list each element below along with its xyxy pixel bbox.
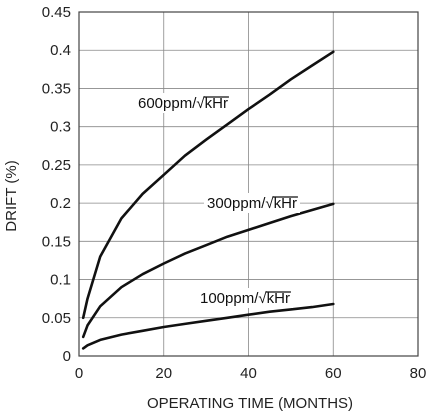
x-tick-label: 40 xyxy=(240,365,257,382)
series-label-bg xyxy=(135,93,231,113)
series-label-text: 100ppm/√kHr xyxy=(200,290,290,307)
x-tick-labels: 0 20 40 60 80 xyxy=(75,365,427,382)
series-labels: 600ppm/√kHr 300ppm/√kHr 100ppm/√kHr xyxy=(135,93,300,308)
series-label-text: 300ppm/√kHr xyxy=(207,195,297,212)
y-tick-label: 0.45 xyxy=(42,4,71,21)
x-tick-label: 0 xyxy=(75,365,83,382)
y-tick-label: 0.35 xyxy=(42,80,71,97)
y-tick-label: 0 xyxy=(63,348,71,365)
series-label-1: 600ppm/√kHr xyxy=(135,93,231,113)
series-lines xyxy=(81,50,335,350)
series-label-bg xyxy=(197,288,293,308)
series-label-text: 600ppm/√kHr xyxy=(138,95,228,112)
y-tick-label: 0.25 xyxy=(42,157,71,174)
x-tick-label: 20 xyxy=(155,365,172,382)
y-tick-label: 0.2 xyxy=(50,195,71,212)
y-tick-labels: 0 0.05 0.1 0.15 0.2 0.25 0.3 0.35 0.4 0.45 xyxy=(42,4,71,365)
series-label-bg xyxy=(204,193,300,213)
series-label-2: 300ppm/√kHr xyxy=(204,193,300,213)
plot-frame xyxy=(78,11,419,357)
series-line-2 xyxy=(81,202,335,339)
series-label-3: 100ppm/√kHr xyxy=(197,288,293,308)
y-tick-label: 0.15 xyxy=(42,233,71,250)
y-axis-title: DRIFT (%) xyxy=(3,160,20,231)
y-tick-label: 0.3 xyxy=(50,119,71,136)
x-tick-label: 60 xyxy=(325,365,342,382)
x-axis-title: OPERATING TIME (MONTHS) xyxy=(147,395,353,412)
y-tick-label: 0.1 xyxy=(50,272,71,289)
x-tick-label: 80 xyxy=(410,365,427,382)
series-line-1 xyxy=(81,50,335,320)
y-tick-label: 0.05 xyxy=(42,310,71,327)
y-tick-label: 0.4 xyxy=(50,42,71,59)
series-line-3 xyxy=(81,302,335,350)
